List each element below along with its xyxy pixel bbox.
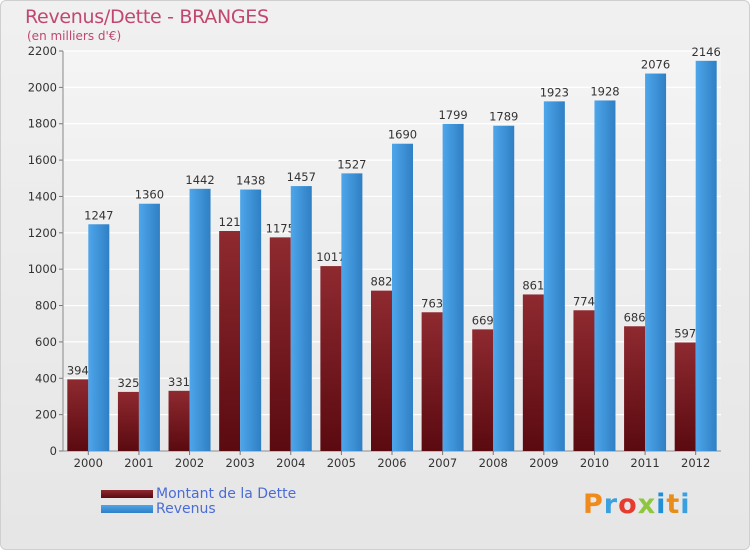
data-label-dette: 121 — [219, 215, 241, 229]
data-label-revenus: 1360 — [135, 188, 164, 202]
bar-dette — [674, 342, 696, 451]
bar-dette — [371, 290, 392, 451]
data-label-revenus: 1928 — [590, 84, 619, 98]
bar-dette — [219, 231, 241, 451]
bar-revenus — [290, 186, 312, 451]
logo-letter: t — [666, 489, 681, 520]
bar-dette — [472, 329, 494, 451]
data-label-revenus: 1690 — [388, 128, 417, 142]
logo-letter: r — [603, 489, 619, 520]
data-label-dette: 1017 — [316, 250, 345, 264]
data-label-dette: 331 — [168, 375, 190, 389]
y-tick-label: 1600 — [28, 153, 57, 167]
bar-revenus — [189, 188, 211, 451]
data-label-dette: 325 — [117, 376, 139, 390]
x-tick-label: 2000 — [74, 456, 103, 470]
x-tick-label: 2012 — [681, 456, 710, 470]
data-label-revenus: 2076 — [641, 58, 670, 72]
data-label-dette: 763 — [421, 296, 443, 310]
data-label-dette: 1175 — [266, 221, 295, 235]
data-label-revenus: 1247 — [84, 208, 113, 222]
bar-dette — [421, 312, 443, 451]
x-tick-label: 2007 — [428, 456, 457, 470]
bar-dette — [320, 266, 342, 451]
data-label-revenus: 1438 — [236, 174, 265, 188]
y-tick-label: 200 — [35, 408, 57, 422]
bar-dette — [573, 310, 595, 451]
y-tick-label: 1400 — [28, 189, 57, 203]
chart-title: Revenus/Dette - BRANGES — [25, 6, 269, 28]
x-tick-label: 2008 — [479, 456, 508, 470]
logo-letter: i — [680, 489, 691, 520]
logo-letter: P — [583, 489, 604, 520]
bar-revenus — [392, 143, 413, 451]
legend-label-dette: Montant de la Dette — [156, 486, 297, 502]
y-tick-label: 2200 — [28, 44, 57, 58]
proxiti-logo: Proxiti — [583, 489, 691, 520]
data-label-revenus: 1923 — [540, 85, 569, 99]
y-tick-label: 800 — [35, 299, 57, 313]
y-tick-label: 1000 — [28, 262, 57, 276]
bar-revenus — [645, 73, 667, 451]
data-label-dette: 394 — [67, 363, 89, 377]
data-label-dette: 774 — [573, 294, 595, 308]
bar-revenus — [88, 224, 110, 451]
x-tick-label: 2004 — [276, 456, 305, 470]
data-label-revenus: 1442 — [185, 173, 214, 187]
chart-subtitle: (en milliers d'€) — [27, 29, 122, 43]
bar-revenus — [341, 173, 363, 451]
y-tick-label: 600 — [35, 335, 57, 349]
x-tick-label: 2005 — [327, 456, 356, 470]
bar-dette — [269, 237, 291, 451]
y-tick-label: 2000 — [28, 80, 57, 94]
x-tick-label: 2003 — [226, 456, 255, 470]
data-label-dette: 882 — [371, 275, 393, 289]
bar-revenus — [442, 123, 464, 451]
logo-letter: o — [618, 489, 638, 520]
bar-dette — [522, 294, 544, 451]
bar-dette — [117, 391, 139, 451]
data-label-revenus: 2146 — [692, 45, 721, 59]
data-label-dette: 669 — [472, 313, 494, 327]
x-tick-label: 2010 — [580, 456, 609, 470]
y-tick-label: 1800 — [28, 117, 57, 131]
data-label-dette: 861 — [522, 278, 544, 292]
legend-label-revenus: Revenus — [156, 501, 216, 517]
x-tick-label: 2001 — [124, 456, 153, 470]
y-tick-label: 400 — [35, 371, 57, 385]
data-label-revenus: 1789 — [489, 110, 518, 124]
legend-swatch-dette — [101, 490, 153, 498]
x-tick-label: 2011 — [630, 456, 659, 470]
logo-letter: x — [637, 489, 657, 520]
data-label-dette: 597 — [674, 326, 696, 340]
data-label-revenus: 1457 — [287, 170, 316, 184]
bar-revenus — [594, 100, 616, 452]
logo-letter: i — [656, 489, 667, 520]
y-tick-label: 0 — [50, 444, 57, 458]
x-tick-label: 2006 — [377, 456, 406, 470]
bar-revenus — [138, 203, 160, 451]
data-label-revenus: 1527 — [337, 157, 366, 171]
x-tick-label: 2009 — [529, 456, 558, 470]
bar-dette — [67, 379, 89, 451]
bar-revenus — [240, 189, 262, 451]
x-tick-label: 2002 — [175, 456, 204, 470]
bar-revenus — [695, 60, 717, 452]
y-tick-label: 1200 — [28, 226, 57, 240]
data-label-dette: 686 — [624, 310, 646, 324]
bar-revenus — [493, 125, 515, 452]
bar-revenus — [543, 101, 565, 451]
legend-swatch-revenus — [101, 505, 153, 513]
bar-dette — [168, 390, 190, 451]
bar-dette — [624, 326, 646, 451]
data-label-revenus: 1799 — [438, 108, 467, 122]
